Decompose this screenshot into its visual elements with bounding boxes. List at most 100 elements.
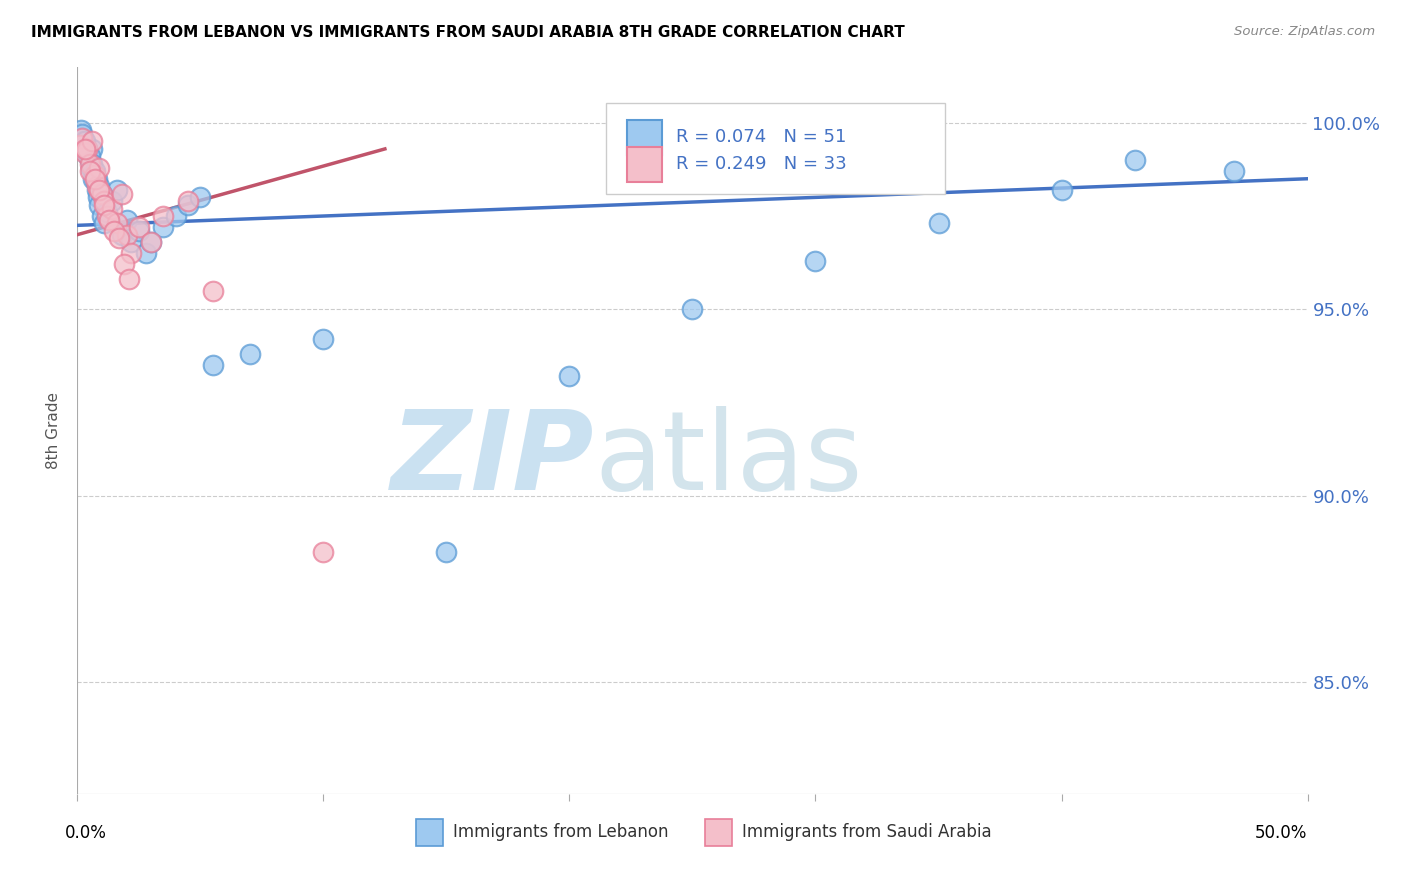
Point <box>79 157 101 171</box>
Bar <box>416 819 443 847</box>
Point <box>96 209 118 223</box>
Point <box>312 332 335 346</box>
Point <box>558 369 581 384</box>
Point <box>77 149 100 163</box>
Point <box>80 161 103 175</box>
Point <box>90 209 114 223</box>
Point <box>73 142 96 156</box>
Point <box>79 149 101 163</box>
Point <box>83 168 105 182</box>
Point <box>118 272 141 286</box>
Point <box>90 186 114 201</box>
Point <box>69 138 91 153</box>
Y-axis label: 8th Grade: 8th Grade <box>46 392 62 469</box>
Text: Immigrants from Saudi Arabia: Immigrants from Saudi Arabia <box>742 823 991 841</box>
Point <box>86 183 108 197</box>
Point <box>82 171 104 186</box>
Point <box>76 142 98 156</box>
Point <box>152 220 174 235</box>
Text: ZIP: ZIP <box>391 406 595 513</box>
Point <box>101 202 124 216</box>
Point <box>72 135 94 149</box>
Point <box>111 186 132 201</box>
Point <box>75 142 97 156</box>
Point <box>177 198 200 212</box>
Point <box>1125 153 1147 167</box>
Bar <box>704 819 733 847</box>
Point <box>121 235 143 249</box>
Point <box>82 157 104 171</box>
Point <box>128 224 150 238</box>
Point <box>135 246 157 260</box>
Point <box>141 235 163 249</box>
Text: IMMIGRANTS FROM LEBANON VS IMMIGRANTS FROM SAUDI ARABIA 8TH GRADE CORRELATION CH: IMMIGRANTS FROM LEBANON VS IMMIGRANTS FR… <box>31 25 904 40</box>
Point <box>70 123 93 137</box>
Point <box>312 544 335 558</box>
Point <box>93 194 115 208</box>
Text: 0.0%: 0.0% <box>65 823 107 842</box>
Point <box>79 164 101 178</box>
Point <box>70 130 93 145</box>
Point <box>79 153 101 167</box>
Text: Source: ZipAtlas.com: Source: ZipAtlas.com <box>1234 25 1375 38</box>
Point <box>188 190 212 204</box>
FancyBboxPatch shape <box>606 103 945 194</box>
Text: R = 0.074   N = 51: R = 0.074 N = 51 <box>676 128 846 146</box>
Point <box>105 183 128 197</box>
Point <box>112 258 135 272</box>
Point <box>201 284 224 298</box>
Point <box>152 209 174 223</box>
Point <box>239 347 262 361</box>
Text: atlas: atlas <box>595 406 862 513</box>
Point <box>121 246 143 260</box>
Point <box>87 190 110 204</box>
Point <box>436 544 458 558</box>
Point <box>86 179 108 194</box>
Point <box>76 145 98 160</box>
Point <box>1223 164 1246 178</box>
Point <box>83 164 105 178</box>
Point <box>115 212 138 227</box>
Point <box>70 130 93 145</box>
Point <box>90 186 114 201</box>
Point <box>89 179 111 194</box>
Point <box>76 142 98 156</box>
Point <box>804 253 827 268</box>
Point <box>682 302 704 317</box>
Point <box>101 194 124 208</box>
Point <box>108 231 131 245</box>
Point <box>93 217 115 231</box>
Point <box>82 135 104 149</box>
Point <box>89 183 111 197</box>
Point <box>83 171 105 186</box>
Point <box>201 358 224 372</box>
Bar <box>627 120 662 155</box>
Point <box>73 145 96 160</box>
Point <box>128 220 150 235</box>
Point <box>98 212 121 227</box>
Point <box>115 227 138 242</box>
Text: 50.0%: 50.0% <box>1256 823 1308 842</box>
Point <box>84 176 107 190</box>
Point <box>83 168 105 182</box>
Text: R = 0.249   N = 33: R = 0.249 N = 33 <box>676 155 848 173</box>
Point <box>111 227 132 242</box>
Point <box>86 171 108 186</box>
Point <box>928 217 950 231</box>
Bar <box>627 147 662 182</box>
Point <box>82 142 104 156</box>
Point <box>105 217 128 231</box>
Point <box>165 209 187 223</box>
Point <box>89 161 111 175</box>
Point <box>89 198 111 212</box>
Point <box>73 135 96 149</box>
Point <box>96 205 118 219</box>
Point <box>103 224 125 238</box>
Point <box>73 138 96 153</box>
Point <box>93 198 115 212</box>
Point <box>141 235 163 249</box>
Point <box>70 127 93 141</box>
Text: Immigrants from Lebanon: Immigrants from Lebanon <box>453 823 668 841</box>
Point <box>1050 183 1073 197</box>
Point <box>177 194 200 208</box>
